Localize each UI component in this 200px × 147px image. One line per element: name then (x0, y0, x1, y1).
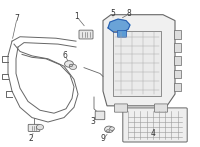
FancyBboxPatch shape (114, 104, 128, 112)
Text: 8: 8 (127, 9, 131, 19)
Circle shape (106, 130, 110, 132)
Circle shape (110, 127, 114, 130)
FancyBboxPatch shape (174, 70, 181, 78)
Circle shape (69, 64, 73, 67)
Text: 2: 2 (29, 134, 33, 143)
FancyBboxPatch shape (154, 104, 168, 112)
FancyBboxPatch shape (117, 30, 127, 37)
FancyBboxPatch shape (95, 111, 105, 120)
FancyBboxPatch shape (28, 124, 40, 131)
Text: 6: 6 (63, 51, 67, 60)
Circle shape (36, 125, 44, 130)
Circle shape (105, 126, 113, 133)
FancyBboxPatch shape (174, 56, 181, 65)
FancyBboxPatch shape (174, 43, 181, 52)
Circle shape (69, 64, 77, 70)
FancyBboxPatch shape (174, 83, 181, 91)
Text: 7: 7 (15, 14, 19, 23)
Text: 1: 1 (75, 12, 79, 21)
Polygon shape (103, 15, 175, 106)
Text: 9: 9 (101, 134, 105, 143)
FancyBboxPatch shape (79, 30, 93, 39)
Text: 5: 5 (111, 9, 115, 19)
FancyBboxPatch shape (123, 108, 187, 142)
FancyBboxPatch shape (174, 30, 181, 39)
Text: 3: 3 (91, 117, 95, 126)
Polygon shape (108, 19, 130, 32)
Circle shape (65, 61, 73, 67)
Text: 4: 4 (151, 128, 155, 138)
FancyBboxPatch shape (113, 31, 161, 96)
